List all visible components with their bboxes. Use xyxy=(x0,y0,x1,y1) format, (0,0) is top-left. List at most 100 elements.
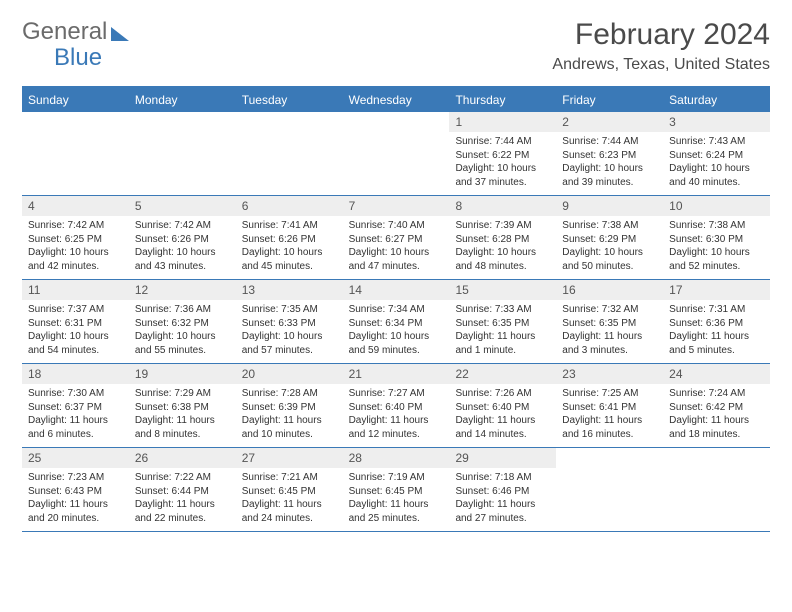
sunset-text: Sunset: 6:28 PM xyxy=(455,233,550,247)
daylight-text: Daylight: 10 hours and 42 minutes. xyxy=(28,246,123,273)
sunset-text: Sunset: 6:37 PM xyxy=(28,401,123,415)
day-info: Sunrise: 7:32 AMSunset: 6:35 PMDaylight:… xyxy=(556,300,663,363)
sunrise-text: Sunrise: 7:26 AM xyxy=(455,387,550,401)
day-header: Monday xyxy=(129,88,236,112)
day-cell: 13 Sunrise: 7:35 AMSunset: 6:33 PMDayligh… xyxy=(236,280,343,363)
day-info: Sunrise: 7:44 AMSunset: 6:23 PMDaylight:… xyxy=(556,132,663,195)
day-number: 7 xyxy=(343,196,450,216)
daylight-text: Daylight: 11 hours and 6 minutes. xyxy=(28,414,123,441)
day-number: 14 xyxy=(343,280,450,300)
day-number: 1 xyxy=(449,112,556,132)
sunrise-text: Sunrise: 7:19 AM xyxy=(349,471,444,485)
logo-text-part1: General xyxy=(22,18,107,46)
day-cell: 7Sunrise: 7:40 AMSunset: 6:27 PMDaylight… xyxy=(343,196,450,279)
day-number xyxy=(663,448,770,470)
day-cell: 23Sunrise: 7:25 AMSunset: 6:41 PMDayligh… xyxy=(556,364,663,447)
day-number: 6 xyxy=(236,196,343,216)
day-number xyxy=(556,448,663,470)
day-cell: 3Sunrise: 7:43 AMSunset: 6:24 PMDaylight… xyxy=(663,112,770,195)
day-cell: 17Sunrise: 7:31 AMSunset: 6:36 PMDayligh… xyxy=(663,280,770,363)
month-title: February 2024 xyxy=(552,18,770,52)
sunrise-text: Sunrise: 7:22 AM xyxy=(135,471,230,485)
day-info: Sunrise: 7:24 AMSunset: 6:42 PMDaylight:… xyxy=(663,384,770,447)
sunrise-text: Sunrise: 7:23 AM xyxy=(28,471,123,485)
day-number: 27 xyxy=(236,448,343,468)
day-info: Sunrise: 7:26 AMSunset: 6:40 PMDaylight:… xyxy=(449,384,556,447)
sunset-text: Sunset: 6:42 PM xyxy=(669,401,764,415)
day-cell: 14Sunrise: 7:34 AMSunset: 6:34 PMDayligh… xyxy=(343,280,450,363)
day-number: 18 xyxy=(22,364,129,384)
day-number xyxy=(343,112,450,134)
daylight-text: Daylight: 11 hours and 3 minutes. xyxy=(562,330,657,357)
day-info: Sunrise: 7:38 AMSunset: 6:30 PMDaylight:… xyxy=(663,216,770,279)
sunset-text: Sunset: 6:25 PM xyxy=(28,233,123,247)
day-header: Friday xyxy=(556,88,663,112)
sunset-text: Sunset: 6:33 PM xyxy=(242,317,337,331)
week-row: 18Sunrise: 7:30 AMSunset: 6:37 PMDayligh… xyxy=(22,364,770,448)
day-number xyxy=(236,112,343,134)
day-number: 4 xyxy=(22,196,129,216)
day-number: 13 xyxy=(236,280,343,300)
daylight-text: Daylight: 11 hours and 8 minutes. xyxy=(135,414,230,441)
day-number: 19 xyxy=(129,364,236,384)
day-cell: 29Sunrise: 7:18 AMSunset: 6:46 PMDayligh… xyxy=(449,448,556,531)
day-number: 2 xyxy=(556,112,663,132)
daylight-text: Daylight: 10 hours and 52 minutes. xyxy=(669,246,764,273)
daylight-text: Daylight: 10 hours and 57 minutes. xyxy=(242,330,337,357)
sunrise-text: Sunrise: 7:36 AM xyxy=(135,303,230,317)
day-info: Sunrise: 7:25 AMSunset: 6:41 PMDaylight:… xyxy=(556,384,663,447)
daylight-text: Daylight: 11 hours and 20 minutes. xyxy=(28,498,123,525)
daylight-text: Daylight: 10 hours and 55 minutes. xyxy=(135,330,230,357)
sunset-text: Sunset: 6:41 PM xyxy=(562,401,657,415)
day-header: Tuesday xyxy=(236,88,343,112)
day-cell xyxy=(663,448,770,531)
title-block: February 2024 Andrews, Texas, United Sta… xyxy=(552,18,770,74)
day-cell: 26Sunrise: 7:22 AMSunset: 6:44 PMDayligh… xyxy=(129,448,236,531)
sunrise-text: Sunrise: 7:35 AM xyxy=(242,303,337,317)
daylight-text: Daylight: 11 hours and 18 minutes. xyxy=(669,414,764,441)
day-info: Sunrise: 7:40 AMSunset: 6:27 PMDaylight:… xyxy=(343,216,450,279)
day-info: Sunrise: 7:28 AMSunset: 6:39 PMDaylight:… xyxy=(236,384,343,447)
day-number xyxy=(129,112,236,134)
day-number: 3 xyxy=(663,112,770,132)
daylight-text: Daylight: 10 hours and 54 minutes. xyxy=(28,330,123,357)
day-number: 21 xyxy=(343,364,450,384)
day-number: 8 xyxy=(449,196,556,216)
sunset-text: Sunset: 6:35 PM xyxy=(562,317,657,331)
sunrise-text: Sunrise: 7:39 AM xyxy=(455,219,550,233)
sunrise-text: Sunrise: 7:30 AM xyxy=(28,387,123,401)
day-number: 25 xyxy=(22,448,129,468)
daylight-text: Daylight: 11 hours and 5 minutes. xyxy=(669,330,764,357)
day-cell: 11Sunrise: 7:37 AMSunset: 6:31 PMDayligh… xyxy=(22,280,129,363)
sunrise-text: Sunrise: 7:27 AM xyxy=(349,387,444,401)
sunrise-text: Sunrise: 7:34 AM xyxy=(349,303,444,317)
sunset-text: Sunset: 6:26 PM xyxy=(135,233,230,247)
sunset-text: Sunset: 6:31 PM xyxy=(28,317,123,331)
daylight-text: Daylight: 11 hours and 27 minutes. xyxy=(455,498,550,525)
day-cell: 22Sunrise: 7:26 AMSunset: 6:40 PMDayligh… xyxy=(449,364,556,447)
sunrise-text: Sunrise: 7:33 AM xyxy=(455,303,550,317)
daylight-text: Daylight: 10 hours and 40 minutes. xyxy=(669,162,764,189)
sunset-text: Sunset: 6:30 PM xyxy=(669,233,764,247)
day-cell: 18 Sunrise: 7:30 AMSunset: 6:37 PMDayligh… xyxy=(22,364,129,447)
week-row: 11Sunrise: 7:37 AMSunset: 6:31 PMDayligh… xyxy=(22,280,770,364)
daylight-text: Daylight: 10 hours and 43 minutes. xyxy=(135,246,230,273)
sunrise-text: Sunrise: 7:42 AM xyxy=(135,219,230,233)
day-number: 17 xyxy=(663,280,770,300)
sunrise-text: Sunrise: 7:40 AM xyxy=(349,219,444,233)
day-info: Sunrise: 7:29 AMSunset: 6:38 PMDaylight:… xyxy=(129,384,236,447)
daylight-text: Daylight: 11 hours and 25 minutes. xyxy=(349,498,444,525)
daylight-text: Daylight: 10 hours and 39 minutes. xyxy=(562,162,657,189)
day-cell xyxy=(556,448,663,531)
sunset-text: Sunset: 6:27 PM xyxy=(349,233,444,247)
sunrise-text: Sunrise: 7:29 AM xyxy=(135,387,230,401)
sunrise-text: Sunrise: 7:44 AM xyxy=(562,135,657,149)
day-info: Sunrise: 7:43 AMSunset: 6:24 PMDaylight:… xyxy=(663,132,770,195)
sunrise-text: Sunrise: 7:31 AM xyxy=(669,303,764,317)
day-number: 5 xyxy=(129,196,236,216)
day-number: 12 xyxy=(129,280,236,300)
day-cell: 10Sunrise: 7:38 AMSunset: 6:30 PMDayligh… xyxy=(663,196,770,279)
day-cell: 1Sunrise: 7:44 AMSunset: 6:22 PMDaylight… xyxy=(449,112,556,195)
sunrise-text: Sunrise: 7:41 AM xyxy=(242,219,337,233)
daylight-text: Daylight: 10 hours and 59 minutes. xyxy=(349,330,444,357)
